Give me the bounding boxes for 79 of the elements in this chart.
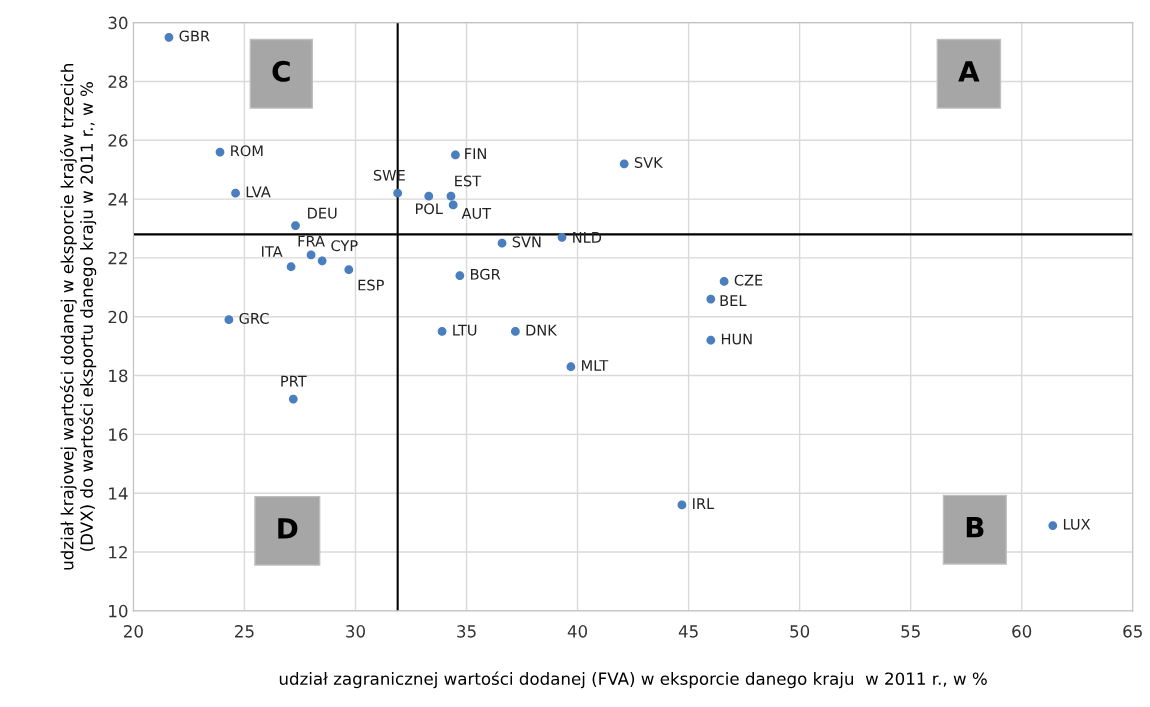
series-label: FRA bbox=[298, 235, 325, 247]
series-label: POL bbox=[416, 203, 443, 215]
point bbox=[557, 232, 567, 242]
point bbox=[164, 32, 174, 42]
point bbox=[344, 265, 354, 275]
y-tick-label: 14 bbox=[109, 487, 128, 500]
series-label: GBR bbox=[179, 30, 210, 42]
point bbox=[288, 394, 298, 404]
x-tick-label: 25 bbox=[235, 625, 254, 638]
series-label: SVK bbox=[634, 157, 664, 169]
point bbox=[215, 147, 225, 157]
y-tick-label: 26 bbox=[108, 134, 128, 147]
point bbox=[706, 335, 716, 345]
point bbox=[1048, 521, 1058, 530]
series-label: DNK bbox=[526, 324, 558, 336]
series-label: ROM bbox=[231, 145, 263, 157]
point bbox=[437, 327, 447, 336]
point bbox=[424, 191, 434, 201]
series-label: CZE bbox=[734, 274, 763, 286]
point bbox=[510, 327, 520, 336]
series-label: BEL bbox=[720, 295, 747, 306]
point bbox=[317, 256, 327, 266]
annotation: B bbox=[966, 517, 984, 538]
series-label: ESP bbox=[358, 279, 384, 291]
point bbox=[619, 159, 629, 169]
x-tick-label: 35 bbox=[457, 625, 476, 638]
annotation: A bbox=[958, 61, 980, 82]
point bbox=[393, 188, 403, 198]
point bbox=[455, 271, 465, 280]
x-tick-label: 40 bbox=[567, 625, 588, 638]
series-label: ITA bbox=[262, 246, 283, 257]
y-tick-label: 16 bbox=[109, 428, 128, 441]
series-label: PRT bbox=[281, 375, 307, 387]
series-label: GRC bbox=[239, 312, 269, 324]
series-label: AUT bbox=[461, 208, 492, 219]
y-tick-label: 22 bbox=[108, 251, 127, 265]
series-label: SVN bbox=[512, 236, 541, 248]
point bbox=[231, 188, 240, 198]
series-label: HUN bbox=[721, 333, 752, 345]
annotation: D bbox=[278, 518, 298, 539]
annotation: C bbox=[272, 60, 290, 82]
series-label: LUX bbox=[1063, 518, 1091, 530]
series-label: MLT bbox=[582, 360, 609, 371]
y-axis-title: udział krajowej wartości dodanej w eksporcie krajów trzecich (DVX) do wartości eksportu danego kraju w 2011 r., w % bbox=[59, 64, 97, 570]
point bbox=[286, 262, 296, 272]
x-tick-label: 55 bbox=[901, 625, 920, 638]
x-tick-label: 65 bbox=[1123, 625, 1142, 638]
point bbox=[706, 294, 716, 304]
x-tick-label: 45 bbox=[678, 625, 698, 638]
point bbox=[719, 277, 729, 286]
series-label: EST bbox=[455, 175, 482, 187]
point bbox=[451, 150, 460, 160]
y-tick-label: 20 bbox=[108, 310, 128, 324]
x-tick-label: 20 bbox=[124, 625, 143, 638]
x-tick-label: 50 bbox=[790, 625, 810, 638]
point bbox=[566, 362, 576, 372]
point bbox=[224, 315, 234, 325]
y-tick-label: 30 bbox=[108, 16, 128, 30]
y-tick-label: 18 bbox=[109, 369, 128, 383]
series-label: LTU bbox=[453, 324, 477, 336]
point bbox=[497, 238, 507, 248]
x-tick-label: 60 bbox=[1012, 625, 1032, 638]
series-label: DEU bbox=[308, 207, 337, 219]
y-tick-label: 28 bbox=[108, 75, 128, 89]
point bbox=[291, 221, 300, 230]
series-label: LVA bbox=[246, 186, 271, 198]
series-label: BGR bbox=[471, 268, 501, 280]
point bbox=[677, 500, 687, 510]
series-label: CYP bbox=[331, 240, 358, 252]
x-axis-title: udział zagranicznej wartości dodanej (FVA) w eksporcie danego kraju w 2011 r., w % bbox=[279, 671, 987, 689]
point bbox=[306, 250, 316, 260]
series-label: FIN bbox=[465, 148, 486, 159]
series-label: IRL bbox=[693, 498, 715, 509]
y-tick-label: 12 bbox=[109, 545, 127, 559]
point bbox=[446, 191, 456, 201]
x-tick-label: 30 bbox=[346, 625, 365, 638]
y-tick-label: 10 bbox=[109, 604, 128, 618]
point bbox=[448, 200, 458, 210]
y-tick-label: 24 bbox=[108, 193, 128, 206]
